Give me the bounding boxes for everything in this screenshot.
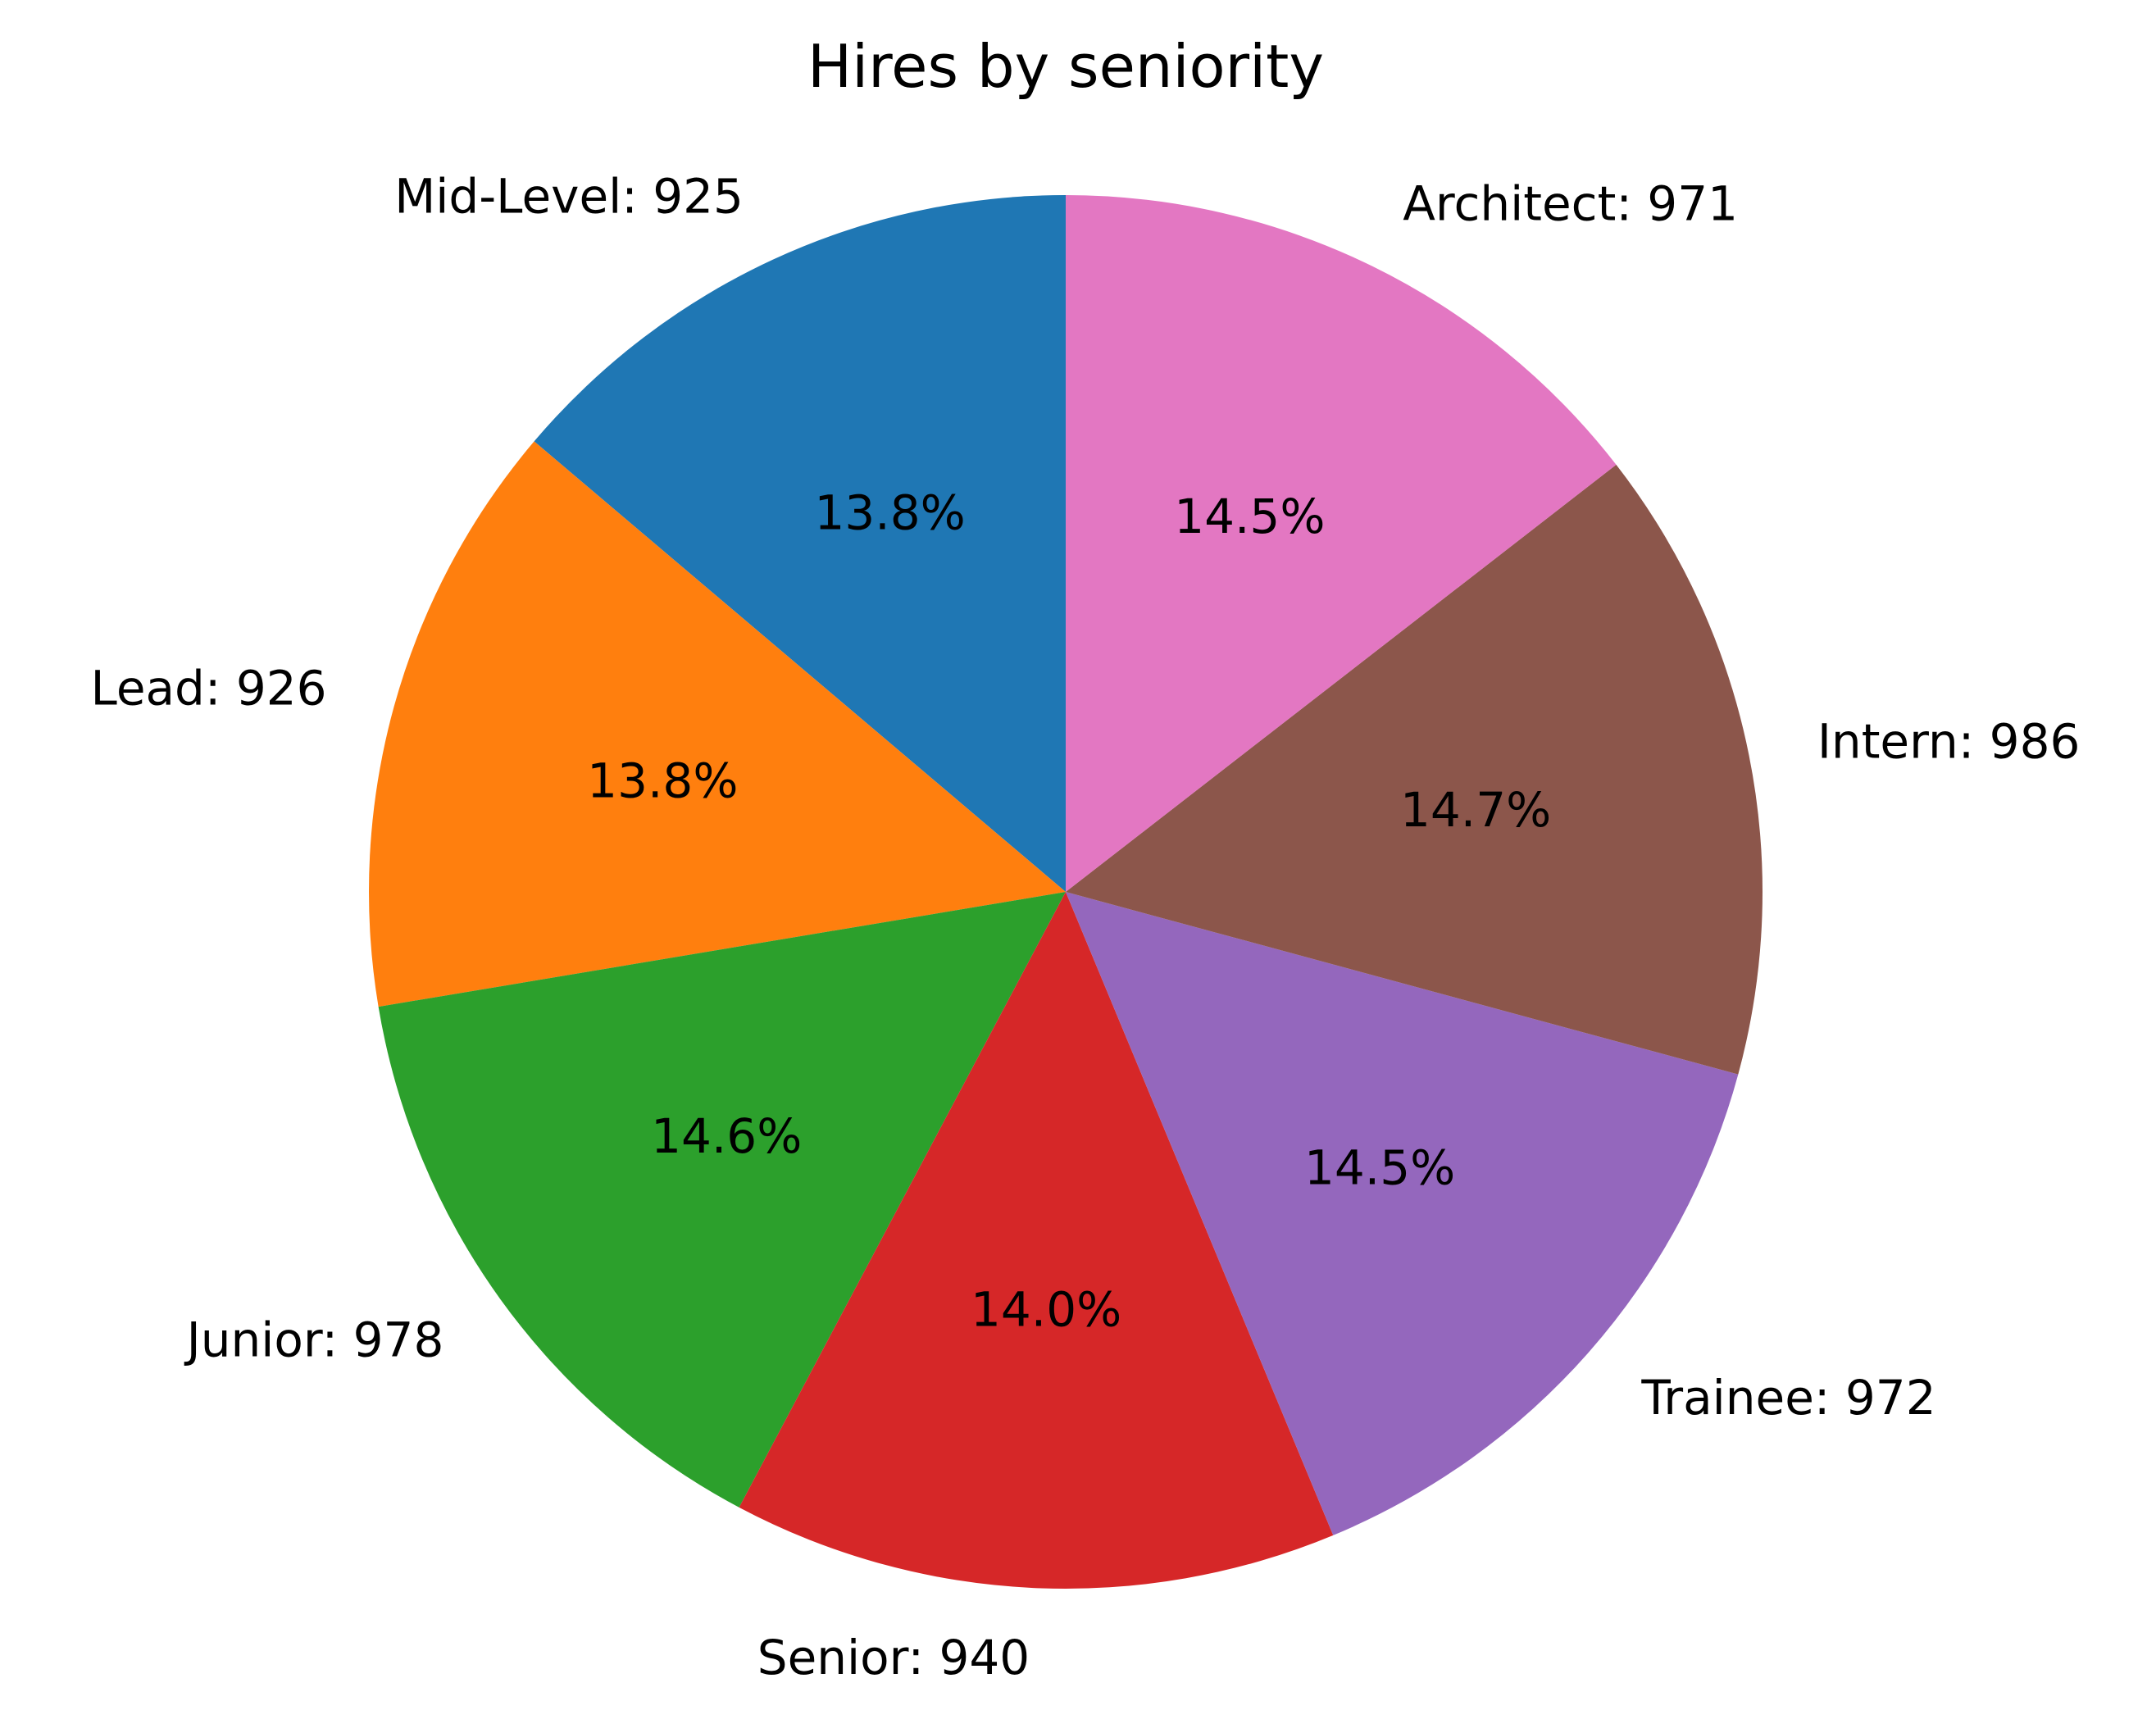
pie-slice-junior: [378, 892, 1066, 1508]
slice-label-intern: Intern: 986: [1817, 714, 2081, 770]
percent-label-mid-level: 13.8%: [814, 484, 965, 540]
pie-slice-trainee: [1066, 892, 1739, 1535]
slice-label-lead: Lead: 926: [91, 661, 327, 716]
pie-slice-lead: [369, 441, 1066, 1007]
percent-label-senior: 14.0%: [971, 1281, 1121, 1337]
chart-title: Hires by seniority: [807, 32, 1324, 101]
pie-slice-senior: [739, 892, 1334, 1589]
percent-label-lead: 13.8%: [587, 753, 738, 809]
slice-label-senior: Senior: 940: [757, 1630, 1030, 1685]
pie-slice-intern: [1066, 464, 1763, 1075]
pie-slices: [369, 195, 1763, 1589]
percent-label-trainee: 14.5%: [1304, 1140, 1455, 1196]
percent-label-intern: 14.7%: [1400, 782, 1551, 838]
pie-slice-mid-level: [534, 195, 1066, 892]
pie-slice-architect: [1066, 195, 1617, 892]
percent-labels: 13.8% 13.8% 14.6% 14.0% 14.5% 14.7% 14.5%: [587, 484, 1551, 1337]
slice-label-junior: Junior: 978: [184, 1312, 444, 1368]
percent-label-architect: 14.5%: [1174, 489, 1325, 544]
percent-label-junior: 14.6%: [651, 1108, 802, 1164]
slice-label-architect: Architect: 971: [1403, 175, 1738, 231]
slice-labels: Mid-Level: 925 Lead: 926 Junior: 978 Senior…: [91, 169, 2081, 1685]
slice-label-trainee: Trainee: 972: [1640, 1370, 1935, 1426]
slice-label-mid-level: Mid-Level: 925: [394, 169, 744, 225]
